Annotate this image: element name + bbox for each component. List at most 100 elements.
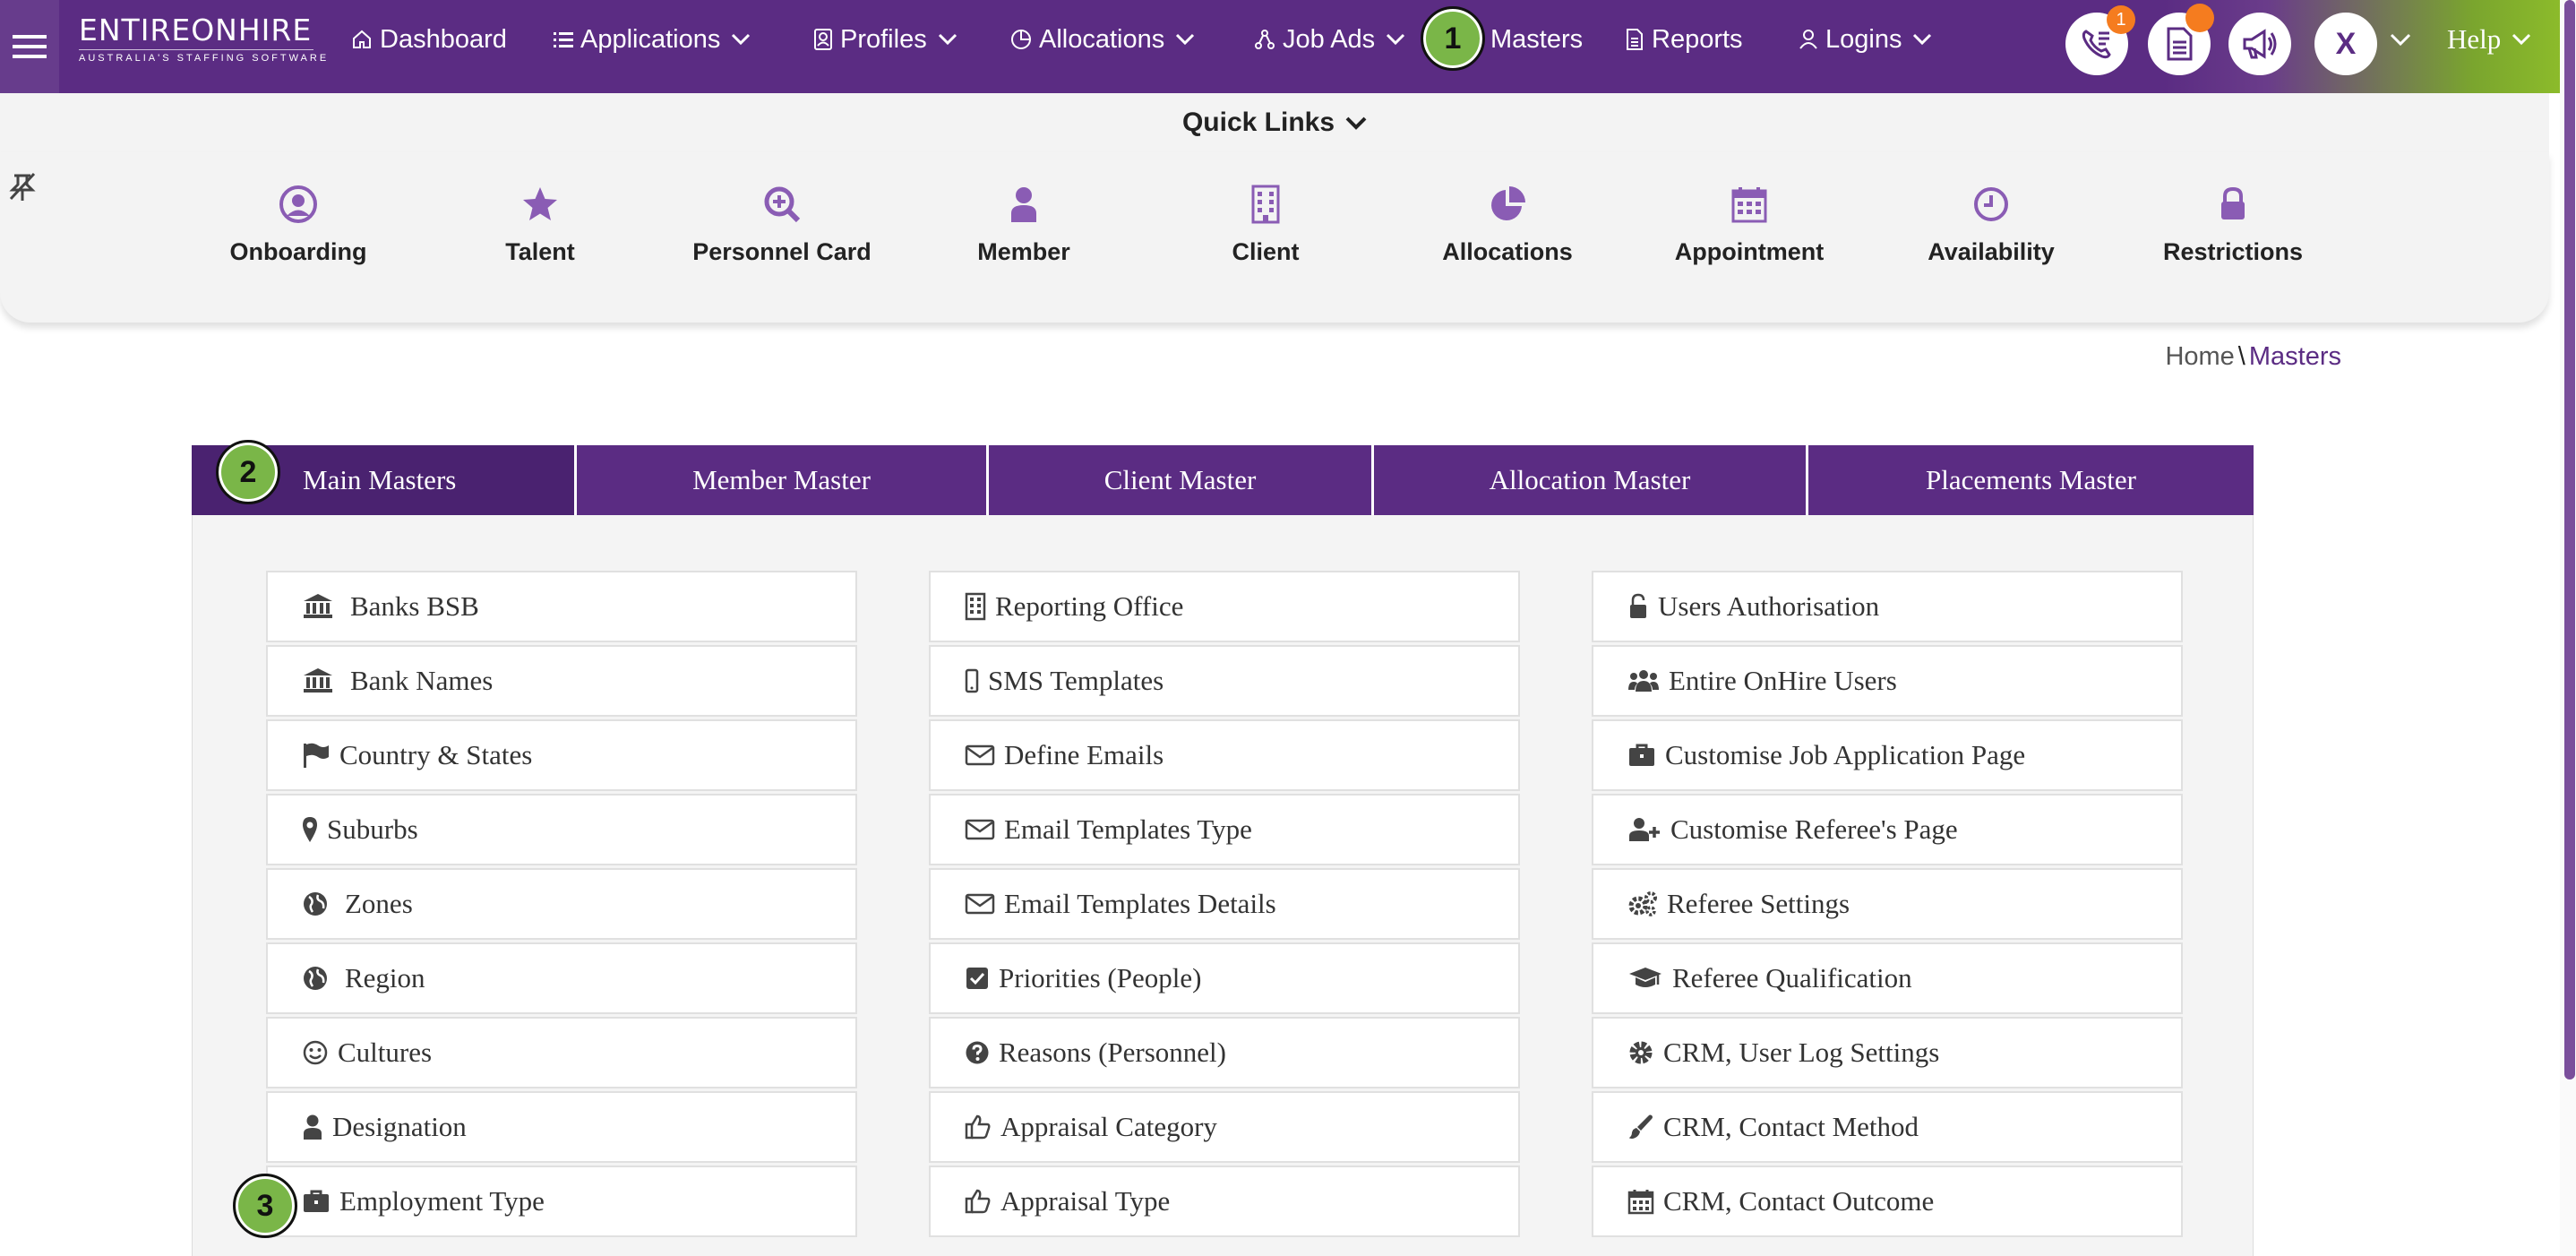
user-icon xyxy=(1011,187,1036,222)
building-icon xyxy=(1251,185,1280,224)
lock-icon xyxy=(2221,186,2245,219)
quick-link-restrictions[interactable]: Restrictions xyxy=(2143,185,2323,266)
master-email-templates-details[interactable]: Email Templates Details xyxy=(929,868,1520,940)
star-icon xyxy=(523,187,557,220)
nav-dashboard[interactable]: Dashboard xyxy=(351,0,507,79)
master-cultures[interactable]: Cultures xyxy=(266,1017,857,1088)
quick-link-onboarding[interactable]: Onboarding xyxy=(209,185,388,266)
master-users-authorisation[interactable]: Users Authorisation xyxy=(1592,571,2183,642)
master-bank-names[interactable]: Bank Names xyxy=(266,645,857,717)
tab-client-master[interactable]: Client Master xyxy=(989,445,1374,515)
master-reasons-personnel[interactable]: Reasons (Personnel) xyxy=(929,1017,1520,1088)
nav-reports[interactable]: Reports xyxy=(1625,0,1743,79)
list-icon xyxy=(554,32,573,47)
master-referee-settings[interactable]: Referee Settings xyxy=(1592,868,2183,940)
quick-link-personnel-card[interactable]: Personnel Card xyxy=(692,185,872,266)
quick-links-bar[interactable]: Quick Links xyxy=(0,93,2549,152)
quick-links-toggle[interactable]: Quick Links xyxy=(1182,108,1367,138)
tab-member-master[interactable]: Member Master xyxy=(577,445,989,515)
nav-logins[interactable]: Logins xyxy=(1799,0,1932,79)
tab-allocation-master[interactable]: Allocation Master xyxy=(1374,445,1808,515)
quick-link-client[interactable]: Client xyxy=(1176,185,1355,266)
tab-placements-master[interactable]: Placements Master xyxy=(1808,445,2254,515)
master-customise-referees-page[interactable]: Customise Referee's Page xyxy=(1592,794,2183,865)
master-employment-type[interactable]: Employment Type xyxy=(266,1166,857,1237)
master-country-states[interactable]: Country & States xyxy=(266,719,857,791)
nav-allocations-label: Allocations xyxy=(1039,24,1165,54)
master-banks-bsb[interactable]: Banks BSB xyxy=(266,571,857,642)
quick-link-availability[interactable]: Availability xyxy=(1902,185,2081,266)
quick-link-label: Appointment xyxy=(1674,238,1825,265)
masters-column-1: Banks BSB Bank Names Country & States Su… xyxy=(266,571,857,1240)
nav-masters[interactable]: Masters xyxy=(1490,0,1583,79)
tab-label: Member Master xyxy=(692,464,871,495)
pie-chart-icon xyxy=(1491,186,1525,220)
master-appraisal-category[interactable]: Appraisal Category xyxy=(929,1091,1520,1163)
master-crm-contact-outcome[interactable]: CRM, Contact Outcome xyxy=(1592,1166,2183,1237)
nav-profiles[interactable]: Profiles xyxy=(813,0,957,79)
step-marker-1: 1 xyxy=(1421,6,1485,71)
nav-applications[interactable]: Applications xyxy=(554,0,751,79)
paint-brush-icon xyxy=(1629,1114,1653,1139)
quick-link-member[interactable]: Member xyxy=(934,185,1113,266)
master-label: Designation xyxy=(332,1111,467,1142)
master-label: SMS Templates xyxy=(988,665,1164,696)
thumbs-up-icon xyxy=(965,1189,991,1214)
master-label: Customise Referee's Page xyxy=(1670,813,1958,845)
master-label: Customise Job Application Page xyxy=(1665,739,2026,770)
brand-logo[interactable]: ENTIREONHIRE AUSTRALIA'S STAFFING SOFTWA… xyxy=(79,12,330,64)
help-menu[interactable]: Help xyxy=(2447,0,2531,79)
master-zones[interactable]: Zones xyxy=(266,868,857,940)
calendar-icon xyxy=(1627,1190,1654,1215)
breadcrumb: Home \ Masters xyxy=(2165,342,2341,372)
master-label: Users Authorisation xyxy=(1658,590,1880,622)
master-sms-templates[interactable]: SMS Templates xyxy=(929,645,1520,717)
scrollbar-thumb[interactable] xyxy=(2564,0,2575,1080)
master-label: Reasons (Personnel) xyxy=(999,1037,1226,1068)
unpin-icon[interactable] xyxy=(7,170,38,202)
quick-link-label: Personnel Card xyxy=(692,238,872,265)
hamburger-menu-icon[interactable] xyxy=(0,0,59,93)
quick-link-appointment[interactable]: Appointment xyxy=(1660,185,1839,266)
top-navbar: ENTIREONHIRE AUSTRALIA'S STAFFING SOFTWA… xyxy=(0,0,2576,93)
master-label: Email Templates Details xyxy=(1004,888,1276,919)
map-marker-icon xyxy=(303,817,317,842)
building-icon xyxy=(965,592,986,621)
chevron-down-icon xyxy=(1345,116,1367,130)
breadcrumb-separator: \ xyxy=(2237,342,2245,371)
bank-icon xyxy=(304,668,332,693)
master-define-emails[interactable]: Define Emails xyxy=(929,719,1520,791)
master-designation[interactable]: Designation xyxy=(266,1091,857,1163)
master-appraisal-type[interactable]: Appraisal Type xyxy=(929,1166,1520,1237)
master-region[interactable]: Region xyxy=(266,942,857,1014)
calendar-icon xyxy=(1731,187,1767,223)
quick-link-label: Allocations xyxy=(1442,238,1573,265)
breadcrumb-home-link[interactable]: Home xyxy=(2165,342,2235,371)
call-badge: 1 xyxy=(2107,5,2135,34)
quick-link-talent[interactable]: Talent xyxy=(451,185,630,266)
master-priorities-people[interactable]: Priorities (People) xyxy=(929,942,1520,1014)
master-reporting-office[interactable]: Reporting Office xyxy=(929,571,1520,642)
master-customise-job-application-page[interactable]: Customise Job Application Page xyxy=(1592,719,2183,791)
search-plus-icon xyxy=(764,186,801,223)
master-entire-onhire-users[interactable]: Entire OnHire Users xyxy=(1592,645,2183,717)
quick-link-allocations[interactable]: Allocations xyxy=(1418,185,1597,266)
tab-label: Placements Master xyxy=(1925,464,2136,495)
master-email-templates-type[interactable]: Email Templates Type xyxy=(929,794,1520,865)
nav-job-ads[interactable]: Job Ads xyxy=(1254,0,1405,79)
tab-label: Main Masters xyxy=(303,464,457,495)
announcement-button[interactable] xyxy=(2228,13,2291,75)
master-crm-contact-method[interactable]: CRM, Contact Method xyxy=(1592,1091,2183,1163)
mobile-icon xyxy=(965,668,979,693)
master-label: Banks BSB xyxy=(350,590,479,622)
chevron-down-icon[interactable] xyxy=(2390,32,2411,47)
master-crm-user-log-settings[interactable]: CRM, User Log Settings xyxy=(1592,1017,2183,1088)
thumbs-up-icon xyxy=(965,1114,991,1140)
nav-allocations[interactable]: Allocations xyxy=(1010,0,1195,79)
user-avatar-button[interactable]: X xyxy=(2314,13,2377,75)
check-square-icon xyxy=(966,968,988,989)
users-icon xyxy=(1628,670,1659,692)
master-referee-qualification[interactable]: Referee Qualification xyxy=(1592,942,2183,1014)
help-label: Help xyxy=(2447,23,2502,55)
master-suburbs[interactable]: Suburbs xyxy=(266,794,857,865)
